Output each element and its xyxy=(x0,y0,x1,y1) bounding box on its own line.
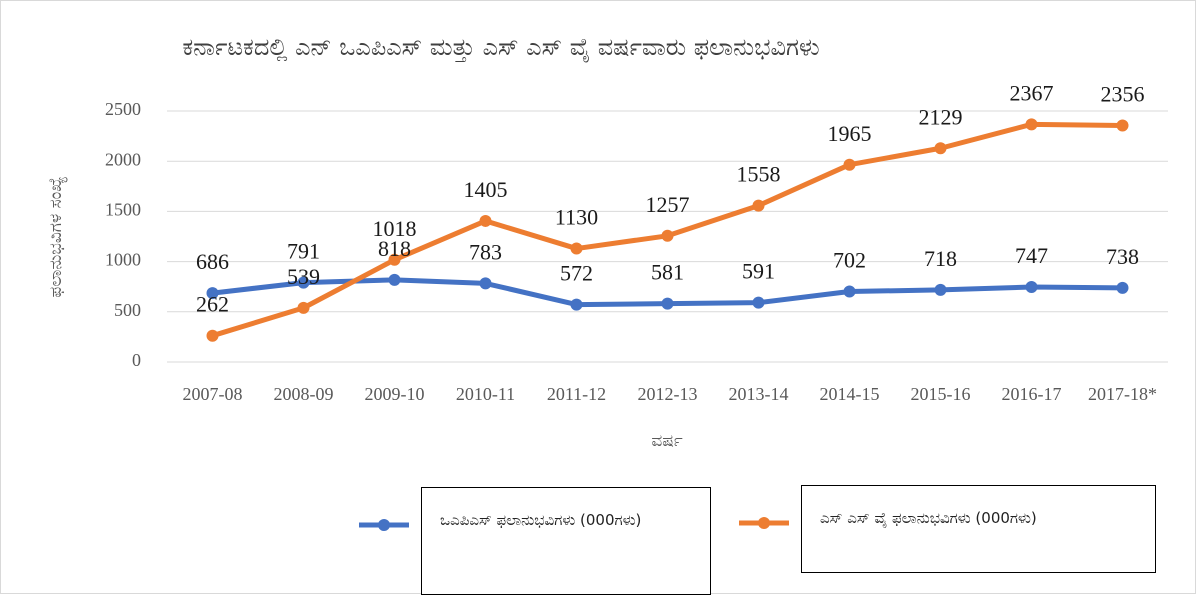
data-point xyxy=(1116,281,1129,294)
x-tick-label: 2008-09 xyxy=(274,384,334,404)
data-point xyxy=(297,301,310,314)
data-label: 1018 xyxy=(373,216,417,241)
data-label: 2129 xyxy=(919,104,963,129)
data-label: 1130 xyxy=(555,205,598,230)
data-point xyxy=(752,296,765,309)
x-tick-label: 2009-10 xyxy=(365,384,425,404)
data-point xyxy=(934,142,947,155)
data-label: 718 xyxy=(924,246,957,271)
x-tick-label: 2010-11 xyxy=(456,384,515,404)
x-tick-label: 2016-17 xyxy=(1002,384,1062,404)
data-label: 262 xyxy=(196,292,229,317)
data-label: 1257 xyxy=(646,192,690,217)
data-point xyxy=(1116,119,1129,132)
data-label: 539 xyxy=(287,264,320,289)
data-point xyxy=(388,273,401,286)
data-label: 572 xyxy=(560,261,593,286)
data-label: 1965 xyxy=(828,121,872,146)
data-label: 581 xyxy=(651,260,684,285)
data-point xyxy=(206,329,219,342)
x-tick-label: 2012-13 xyxy=(638,384,698,404)
data-point xyxy=(661,229,674,242)
y-tick-label: 500 xyxy=(114,300,141,320)
data-point xyxy=(1025,281,1038,294)
data-point xyxy=(843,285,856,298)
data-label: 591 xyxy=(742,259,775,284)
data-label: 1405 xyxy=(464,177,508,202)
data-label: 702 xyxy=(833,248,866,273)
data-point xyxy=(479,214,492,227)
data-point xyxy=(661,297,674,310)
x-tick-label: 2007-08 xyxy=(183,384,243,404)
y-tick-label: 2000 xyxy=(105,149,141,169)
y-tick-label: 1500 xyxy=(105,200,141,220)
x-tick-label: 2013-14 xyxy=(729,384,789,404)
data-point xyxy=(1025,118,1038,131)
data-label: 818 xyxy=(378,236,411,261)
x-tick-label: 2011-12 xyxy=(547,384,606,404)
data-label: 2367 xyxy=(1010,80,1054,105)
data-point xyxy=(843,158,856,171)
y-tick-label: 1000 xyxy=(105,250,141,270)
chart-title: ಕರ್ನಾಟಕದಲ್ಲಿ ಎನ್ ಒಎಪಿಎಸ್ ಮತ್ತು ಎಸ್ ಎಸ್ ವ… xyxy=(182,33,819,63)
data-label: 1558 xyxy=(737,162,781,187)
data-point xyxy=(934,283,947,296)
x-tick-label: 2015-16 xyxy=(911,384,971,404)
data-point xyxy=(388,253,401,266)
data-point xyxy=(570,298,583,311)
y-tick-label: 2500 xyxy=(105,99,141,119)
x-tick-label: 2014-15 xyxy=(820,384,880,404)
x-tick-label: 2017-18* xyxy=(1088,384,1157,404)
y-tick-label: 0 xyxy=(132,350,141,370)
legend-swatch-marker xyxy=(378,519,390,531)
data-label: 747 xyxy=(1015,243,1048,268)
legend-swatch-marker xyxy=(758,517,770,529)
data-point xyxy=(570,242,583,255)
legend-entry: ಎಸ್ ಎಸ್ ವೈ ಫಲಾನುಭವಿಗಳು (000ಗಳು) xyxy=(801,485,1156,573)
data-label: 791 xyxy=(287,239,320,264)
data-point xyxy=(479,277,492,290)
data-point xyxy=(206,287,219,300)
data-label: 686 xyxy=(196,249,229,274)
legend-entry: ಒಎಪಿಎಸ್ ಫಲಾನುಭವಿಗಳು (000ಗಳು) xyxy=(421,487,711,595)
data-point xyxy=(297,276,310,289)
data-point xyxy=(752,199,765,212)
data-label: 2356 xyxy=(1101,82,1145,107)
y-axis-label: ಫಲಾನುಭವಿಗಳ ಸಂಖ್ಯೆ xyxy=(46,176,68,297)
x-axis-label: ವರ್ಷ xyxy=(651,431,682,451)
data-label: 738 xyxy=(1106,244,1139,269)
data-label: 783 xyxy=(469,239,502,264)
